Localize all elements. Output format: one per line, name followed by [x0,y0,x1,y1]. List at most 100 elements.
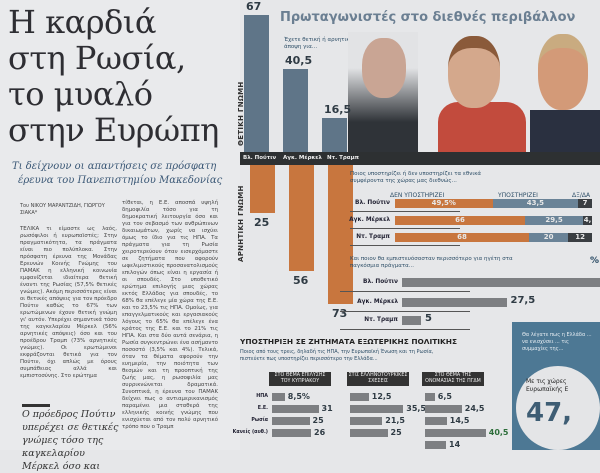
stacked-segment: 7 [578,199,592,208]
group-bar [425,429,486,437]
divider [22,404,50,407]
photo-merkel [418,32,526,152]
positive-bar [322,118,347,152]
row-separator [350,245,460,246]
positive-value: 67 [246,0,262,13]
category-band [240,152,600,165]
negative-value: 25 [254,215,270,229]
trust-value: 27,5 [510,295,536,306]
row-label: Βλ. Πούτιν [355,200,390,206]
positive-value: 16,5 [324,103,352,117]
pull-quote: Ο πρόεδρος Πούτιν υπερέχει σε θετικές γν… [22,409,119,472]
headline-line: Η καρδιά [8,3,156,41]
chart-title: Πρωταγωνιστές στο διεθνές περιβάλλον [280,10,576,25]
group-bar [425,417,447,425]
legend-not-support: ΔΕΝ ΥΠΟΣΤΗΡΙΖΕΙ [390,192,445,199]
group-value: 21,5 [385,416,405,425]
chart-question: Έχετε θετική ή αρνητική άποψη για... [284,37,354,50]
group-value: 14,5 [449,416,470,425]
group-value: 26 [314,428,326,437]
group-bar [425,393,435,401]
legend-support: ΥΠΟΣΤΗΡΙΖΕΙ [498,192,538,199]
group-bar [350,429,388,437]
subtitle-line: Τι δείχνουν οι απαντήσεις σε πρόσφατη [12,161,217,172]
group-bar [425,405,462,413]
category-label: Αγκ. Μέρκελ [283,155,322,161]
axis-label-negative: ΑΡΝΗΤΙΚΗ ΓΝΩΜΗ [237,185,245,262]
stacked-segment: 20 [528,233,569,242]
row-label: Ρωσία [251,418,268,423]
row-separator [340,329,470,330]
section-title: ΥΠΟΣΤΗΡΙΞΗ ΣΕ ΖΗΤΗΜΑΤΑ ΕΞΩΤΕΡΙΚΗΣ ΠΟΛΙΤΙ… [240,337,458,346]
row-label: Κανείς (αυθ.) [232,430,268,435]
stacked-segment: 49,5% [395,199,493,208]
group-header: ΣΤΟ ΘΕΜΑ ΕΠΙΛΥΣΗΣ ΤΟΥ ΚΥΠΡΙΑΚΟΥ [269,372,331,386]
photo-trump [530,32,600,152]
group-bar [272,429,311,437]
trust-bar [402,278,600,287]
group-bar [350,417,383,425]
group-value: 6,5 [437,392,452,401]
trust-bar [402,316,421,325]
body-column-1: ΤΕΛΙΚΑ τι είμαστε ως λαός, ρωσόφιλοι ή ε… [20,226,117,379]
row-label: Βλ. Πούτιν [363,279,398,285]
row-label: Αγκ. Μέρκελ [357,299,398,305]
positive-bar [244,14,269,152]
infographic: Πρωταγωνιστές στο διεθνές περιβάλλον Έχε… [233,0,600,450]
circle-label: Με τις χώρες Ευρωπαϊκής Ε [526,378,569,393]
group-value: 40,5 [488,428,509,437]
body-column-2: τίθεται, η Ε.Ε. αποσπά υψηλή δημοφιλία τ… [122,200,218,430]
byline: Του ΝΙΚΟΥ ΜΑΡΑΝΤΖΙΔΗ, ΓΙΩΡΓΟΥ ΣΙΑΚΑ* [20,203,105,216]
subtitle: Τι δείχνουν οι απαντήσεις σε πρόσφατη έρ… [12,160,222,188]
row-separator [340,311,470,312]
trust-bar [402,298,507,307]
positive-bar [283,68,308,152]
headline: Η καρδιά στη Ρωσία, το μυαλό στην Ευρώπη [8,4,219,148]
group-header: ΣΤΟ ΘΕΜΑ ΤΗΣ ΟΝΟΜΑΣΙΑΣ ΤΗΣ ΠΓΔΜ [422,372,484,386]
group-value: 35,5 [406,404,426,413]
row-separator [340,291,470,292]
group-value: 25 [390,428,402,437]
negative-bar [289,165,314,272]
stacked-segment: 68 [395,233,529,242]
trust-value: 5 [425,313,432,324]
group-value: 25 [312,416,324,425]
group-bar [350,405,404,413]
group-value: 31 [321,404,333,413]
photo-putin [348,32,418,152]
trust-unit: % [590,256,600,266]
group-value: 8,5% [287,392,310,401]
stacked-segment: 29,5 [525,216,584,225]
negative-bar [250,165,275,213]
stacked-segment: 12 [568,233,592,242]
row-separator [350,211,460,212]
group-bar [425,441,446,449]
headline-line: στην Ευρώπη [8,111,219,149]
negative-value: 73 [332,306,348,320]
stacked-question: Ποιος υποστηρίζει ή δεν υποστηρίζει τα ε… [350,171,482,184]
group-bar [350,393,369,401]
stacked-segment: 66 [395,216,526,225]
subtitle-line: έρευνα του Πανεπιστημίου Μακεδονίας [18,175,223,186]
category-label: Βλ. Πούτιν [243,155,277,161]
group-bar [272,405,319,413]
circle-value: 47, [526,398,573,428]
positive-value: 40,5 [285,53,313,67]
headline-line: το μυαλό [8,75,153,113]
row-separator [350,228,460,229]
category-label: Ντ. Τραμπ [327,155,359,161]
section-question: Ποιος από τους τρεις, δηλαδή τις ΗΠΑ, τη… [240,349,434,362]
row-label: Ντ. Τραμπ [364,317,398,323]
group-value: 12,5 [371,392,392,401]
legend-dk: ΔΞ/ΔΑ [572,192,591,199]
row-label: Ε.Ε. [257,406,268,411]
article-column: Η καρδιά στη Ρωσία, το μυαλό στην Ευρώπη… [0,0,240,472]
row-label: ΗΠΑ [256,394,268,399]
group-value: 14 [449,440,461,449]
negative-bar [328,165,353,304]
group-value: 24,5 [464,404,485,413]
stacked-segment: 43,5 [492,199,579,208]
value-circle: Με τις χώρες Ευρωπαϊκής Ε 47, [516,366,600,450]
trust-question: Και ποιον θα εμπιστευόσασταν περισσότερο… [350,256,513,269]
row-label: Ντ. Τραμπ [356,234,390,240]
